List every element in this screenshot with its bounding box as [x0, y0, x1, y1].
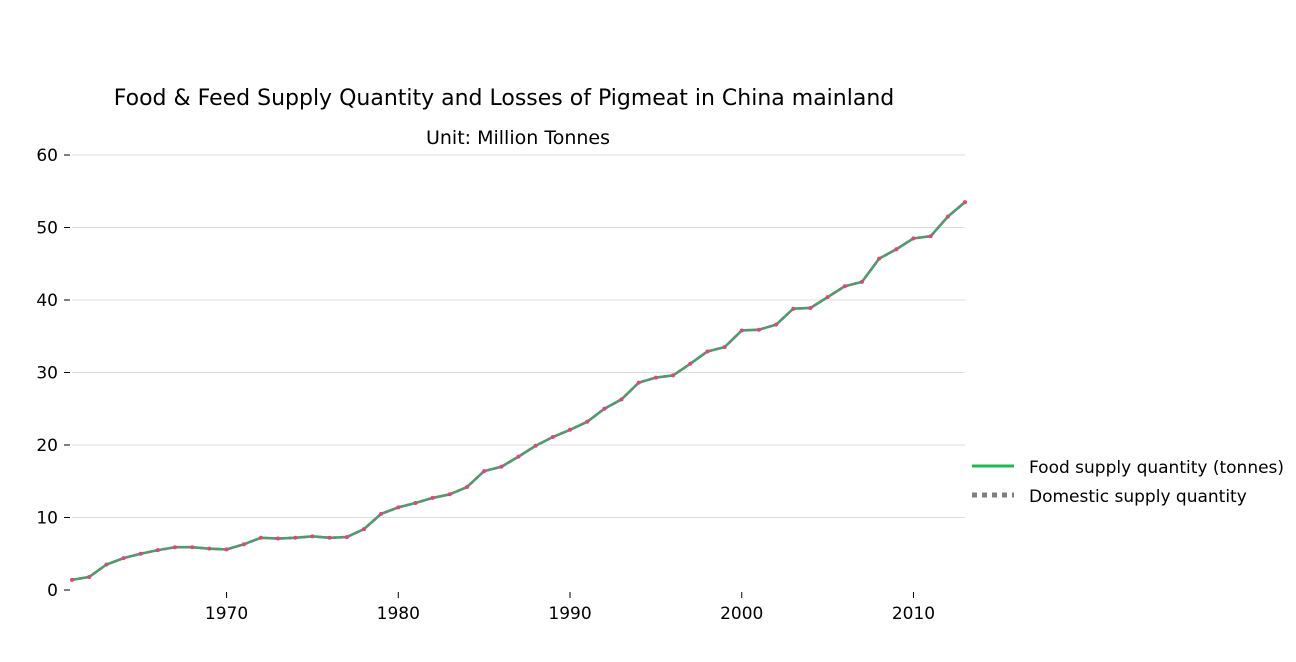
- data-point: [310, 534, 315, 539]
- data-point: [258, 535, 263, 540]
- data-point: [464, 485, 469, 490]
- y-tick-label: 20: [36, 436, 58, 456]
- series-line-food-supply: [71, 201, 966, 582]
- x-tick-label: 1970: [205, 604, 248, 624]
- data-point: [224, 547, 229, 552]
- data-point: [774, 322, 779, 327]
- x-tick-label: 1990: [548, 604, 591, 624]
- data-point: [705, 349, 710, 354]
- data-point: [791, 306, 796, 311]
- data-point: [87, 574, 92, 579]
- data-point: [671, 373, 676, 378]
- data-point: [413, 501, 418, 505]
- data-point: [722, 345, 727, 350]
- chart-title: Food & Feed Supply Quantity and Losses o…: [114, 86, 895, 111]
- data-point: [482, 469, 487, 474]
- data-point: [636, 380, 641, 385]
- data-point: [396, 505, 401, 510]
- data-point: [155, 548, 160, 553]
- data-point: [739, 328, 744, 333]
- data-point: [327, 535, 332, 540]
- data-point: [688, 361, 693, 366]
- data-point: [430, 495, 435, 500]
- data-point: [104, 562, 109, 567]
- series-line-domestic-supply: [70, 200, 967, 582]
- y-tick-label: 0: [47, 581, 58, 601]
- legend-label-food-supply: Food supply quantity (tonnes): [1029, 458, 1284, 478]
- data-point: [121, 556, 126, 561]
- data-point: [928, 234, 933, 239]
- data-point: [447, 492, 452, 497]
- x-tick-label: 1980: [377, 604, 420, 624]
- data-point: [533, 443, 538, 448]
- y-tick-label: 10: [36, 509, 58, 529]
- y-tick-label: 60: [36, 146, 58, 166]
- data-point: [344, 535, 349, 540]
- x-axis: 1970 1980 1990 2000 2010: [205, 592, 935, 624]
- series-layer: [70, 200, 967, 582]
- data-point: [361, 527, 366, 532]
- y-tick-label: 30: [36, 364, 58, 384]
- data-point: [276, 536, 281, 541]
- data-point: [550, 435, 555, 440]
- data-point: [241, 542, 246, 547]
- data-point: [585, 419, 590, 424]
- y-tick-label: 40: [36, 291, 58, 311]
- data-point: [173, 545, 178, 550]
- data-point: [859, 279, 864, 284]
- data-point: [842, 284, 847, 289]
- x-tick-label: 2000: [720, 604, 763, 624]
- data-point: [138, 551, 143, 556]
- data-point: [963, 200, 967, 205]
- chart-subtitle: Unit: Million Tonnes: [426, 127, 610, 149]
- data-point: [379, 511, 384, 516]
- data-point: [808, 305, 813, 310]
- legend: Food supply quantity (tonnes) Domestic s…: [972, 458, 1284, 507]
- gridlines: [72, 154, 965, 518]
- x-tick-label: 2010: [892, 604, 935, 624]
- data-point: [70, 577, 74, 582]
- data-point: [825, 295, 830, 300]
- data-point: [568, 427, 573, 432]
- data-point: [945, 214, 950, 219]
- data-point: [207, 546, 212, 551]
- data-point: [602, 406, 607, 411]
- data-point: [190, 545, 195, 550]
- data-point: [653, 375, 658, 380]
- legend-label-domestic-supply: Domestic supply quantity: [1029, 487, 1247, 507]
- data-point: [499, 464, 504, 469]
- y-tick-label: 50: [36, 219, 58, 239]
- data-point: [756, 327, 761, 332]
- y-axis: 0 10 20 30 40 50 60: [36, 146, 70, 601]
- data-point: [516, 454, 521, 459]
- data-point: [619, 397, 624, 402]
- data-point: [894, 247, 899, 252]
- data-point: [911, 236, 916, 241]
- data-point: [293, 535, 298, 540]
- data-point: [877, 256, 882, 261]
